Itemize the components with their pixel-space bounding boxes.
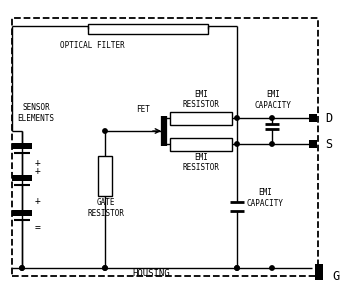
Circle shape: [235, 116, 239, 120]
Bar: [170, 112, 232, 125]
Circle shape: [270, 116, 274, 120]
Text: HOUSING: HOUSING: [132, 269, 170, 279]
Circle shape: [103, 129, 107, 133]
Text: EMI
CAPACITY: EMI CAPACITY: [255, 90, 291, 110]
Text: +: +: [35, 158, 41, 168]
Text: =: =: [35, 223, 41, 233]
Bar: [309, 114, 317, 122]
Text: D: D: [325, 112, 332, 125]
Bar: [309, 140, 317, 148]
Text: SENSOR
ELEMENTS: SENSOR ELEMENTS: [17, 103, 54, 123]
Circle shape: [103, 266, 107, 270]
Circle shape: [20, 266, 24, 270]
Text: OPTICAL FILTER: OPTICAL FILTER: [59, 41, 124, 51]
Circle shape: [20, 266, 24, 270]
Text: EMI
RESISTOR: EMI RESISTOR: [183, 153, 220, 172]
Bar: [98, 156, 112, 196]
Circle shape: [235, 266, 239, 270]
Circle shape: [270, 142, 274, 146]
Bar: [12, 143, 32, 149]
Circle shape: [270, 266, 274, 270]
Circle shape: [103, 266, 107, 270]
Text: FET: FET: [136, 104, 150, 113]
Bar: [88, 24, 208, 34]
Bar: [315, 264, 323, 272]
Text: +: +: [35, 166, 41, 176]
Bar: [170, 138, 232, 150]
Bar: [12, 175, 32, 181]
Text: +: +: [35, 195, 41, 205]
Text: EMI
RESISTOR: EMI RESISTOR: [183, 90, 220, 109]
Text: GATE
RESISTOR: GATE RESISTOR: [87, 198, 124, 218]
Text: S: S: [325, 138, 332, 150]
Text: EMI
CAPACITY: EMI CAPACITY: [246, 188, 284, 208]
Circle shape: [235, 266, 239, 270]
Bar: [315, 272, 323, 280]
Circle shape: [235, 142, 239, 146]
Bar: [12, 210, 32, 216]
Text: GND: GND: [332, 271, 340, 284]
